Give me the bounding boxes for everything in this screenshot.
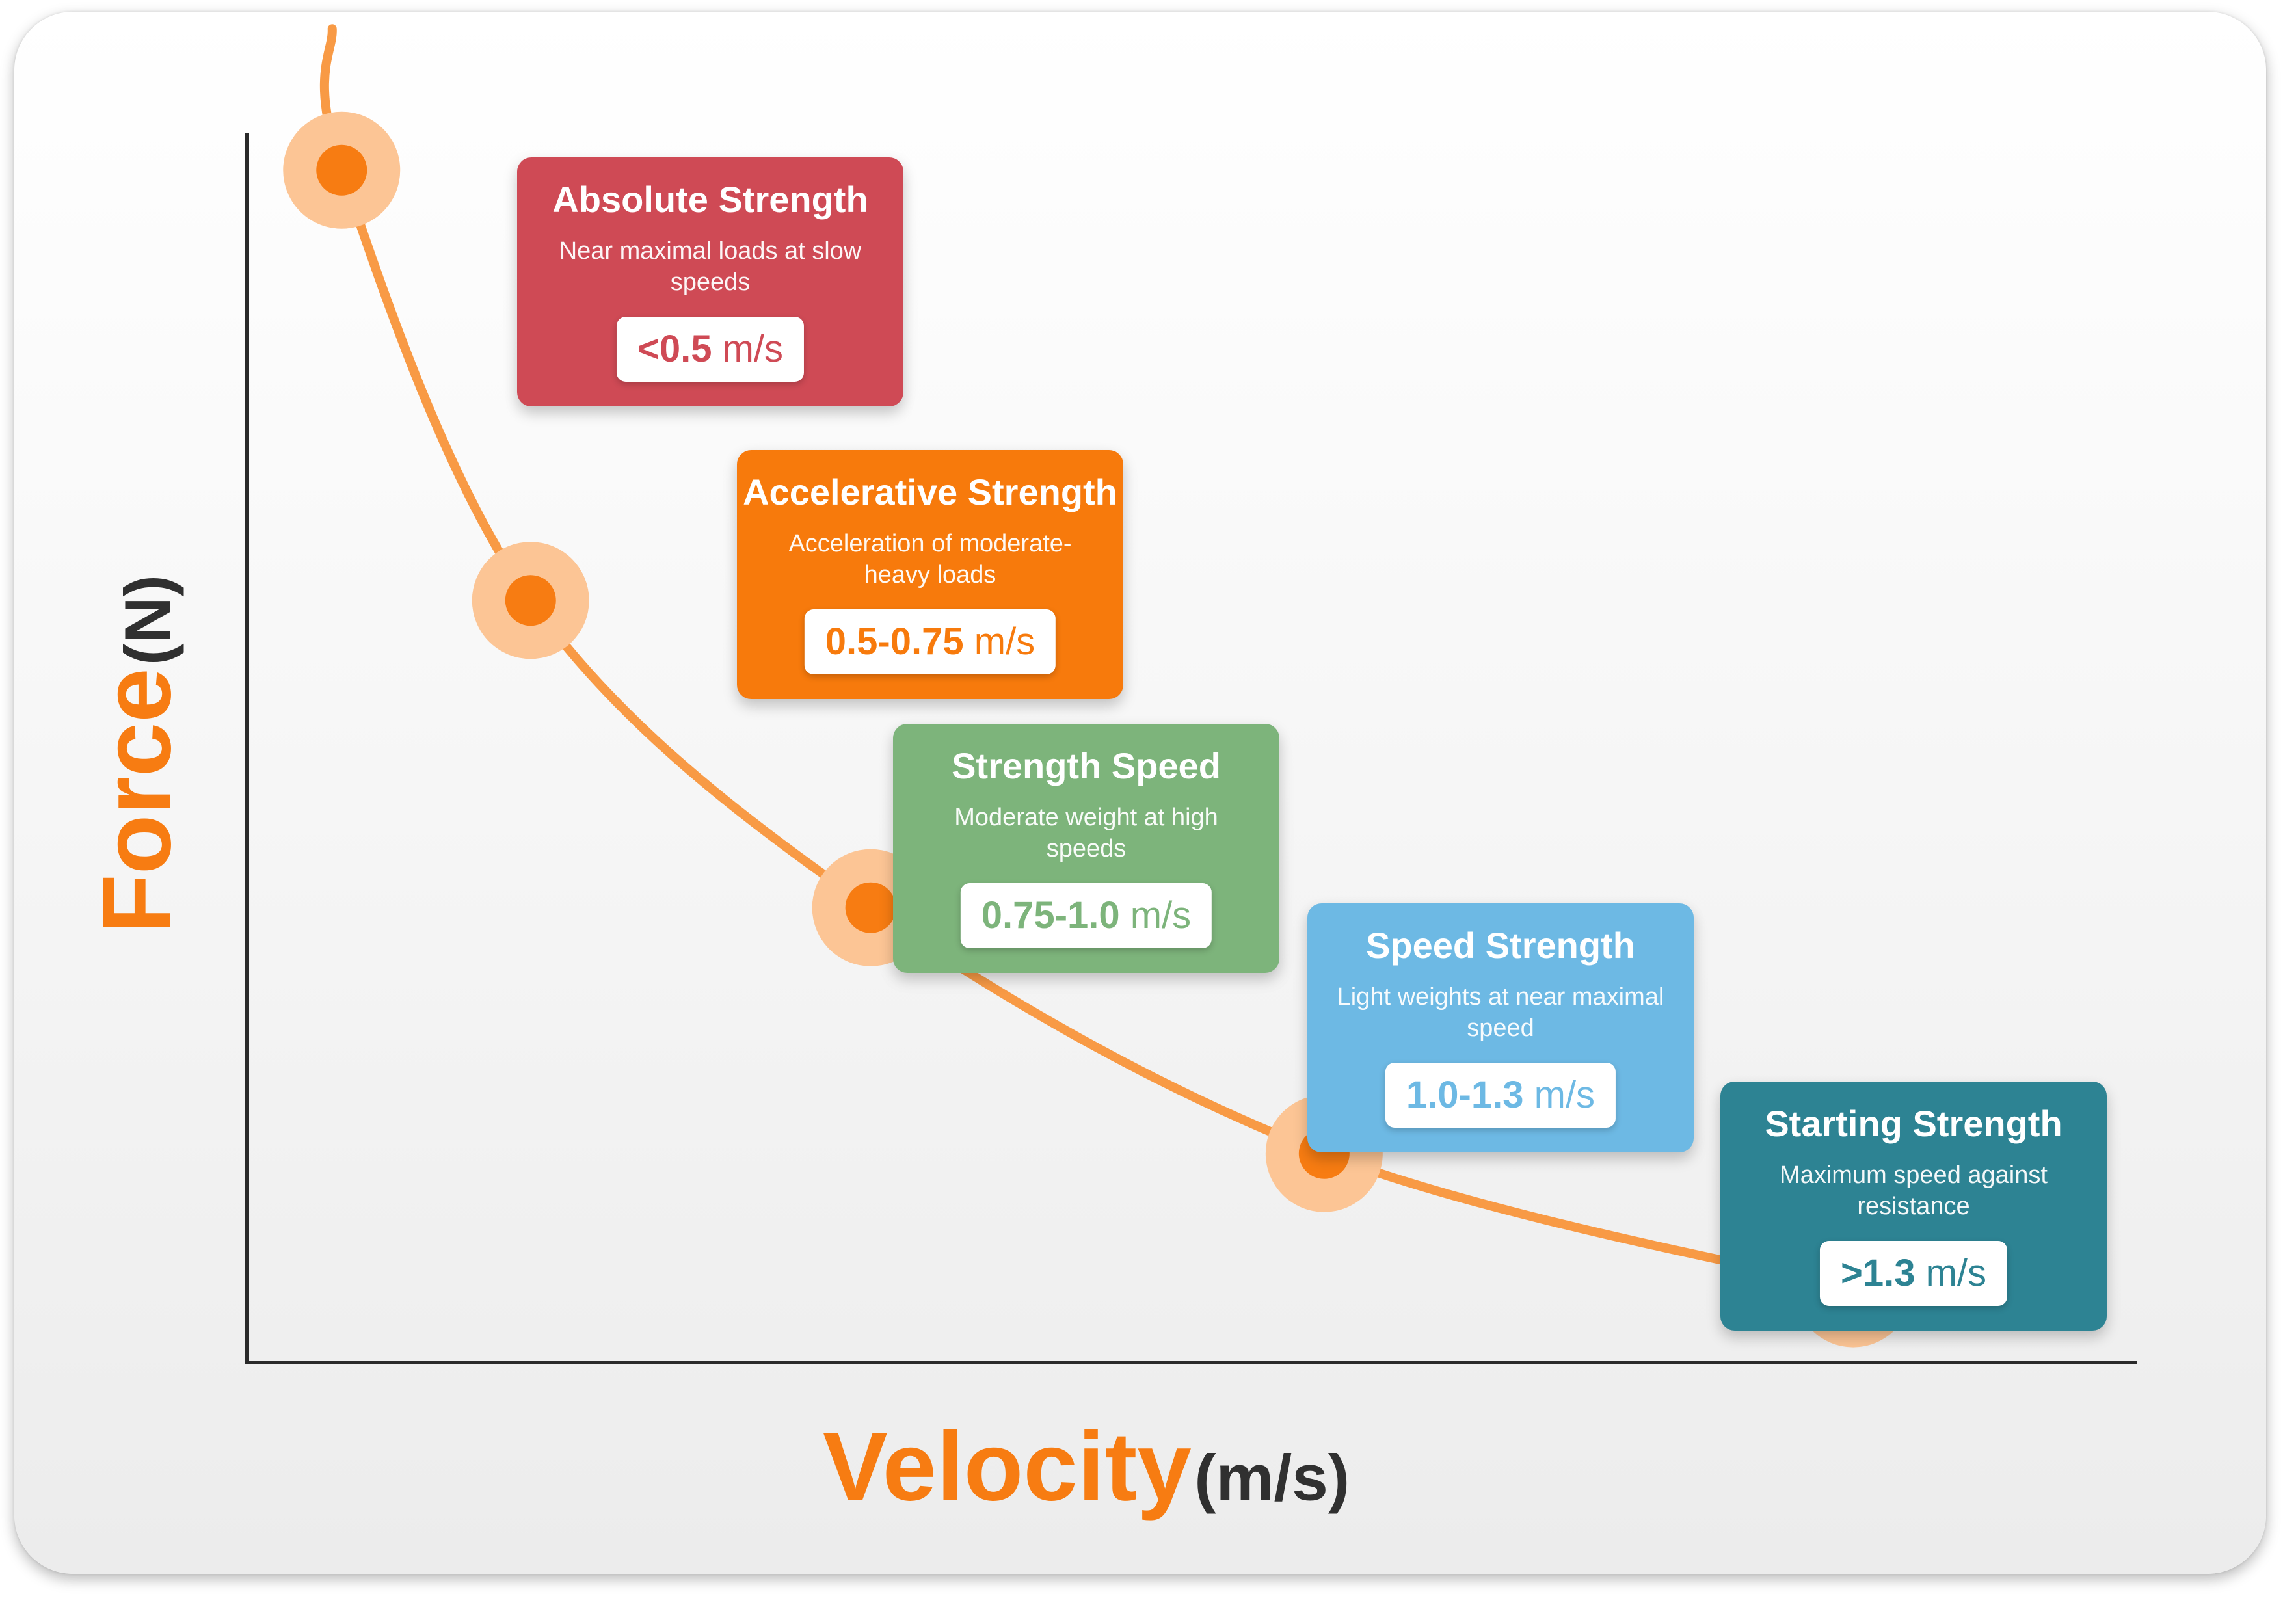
data-point-marker (472, 542, 589, 659)
zone-range-unit: m/s (722, 328, 784, 370)
zone-range-unit: m/s (974, 620, 1035, 663)
zone-title: Strength Speed (952, 745, 1221, 786)
zone-range-value: 0.5-0.75 (825, 620, 964, 663)
zone-card-absolute-strength: Absolute Strength Near maximal loads at … (517, 157, 903, 406)
zone-description: Maximum speed against resistance (1780, 1162, 2048, 1220)
zone-title: Accelerative Strength (743, 471, 1117, 512)
zone-velocity-range: 0.5-0.75 m/s (804, 609, 1056, 674)
zone-card-accelerative-strength: Accelerative Strength Acceleration of mo… (737, 450, 1123, 699)
zone-velocity-range: 1.0-1.3 m/s (1385, 1063, 1616, 1128)
zone-range-unit: m/s (1130, 894, 1192, 936)
zone-description: Moderate weight at high speeds (954, 804, 1218, 862)
zone-card-strength-speed: Strength Speed Moderate weight at high s… (893, 724, 1279, 973)
zone-range-value: 0.75-1.0 (981, 894, 1120, 936)
x-axis-label: Velocity (m/s) (823, 1411, 1350, 1523)
axes (245, 133, 2137, 1364)
zone-title: Speed Strength (1366, 925, 1635, 966)
x-axis-title: Velocity (822, 1411, 1192, 1521)
zone-description: Acceleration of moderate-heavy loads (788, 530, 1072, 589)
data-point-marker (283, 111, 401, 229)
x-axis-unit: (m/s) (1194, 1441, 1350, 1515)
marker-dot (316, 144, 367, 196)
marker-dot (845, 882, 896, 933)
zone-velocity-range: 0.75-1.0 m/s (960, 883, 1212, 948)
zone-range-unit: m/s (1925, 1252, 1987, 1294)
zone-card-speed-strength: Speed Strength Light weights at near max… (1307, 903, 1694, 1152)
y-axis-unit: (N) (111, 575, 185, 665)
zone-title: Absolute Strength (552, 179, 868, 220)
zone-description: Near maximal loads at slow speeds (559, 237, 862, 296)
zone-range-value: <0.5 (637, 328, 712, 370)
marker-dot (505, 575, 556, 626)
zone-description: Light weights at near maximal speed (1337, 983, 1664, 1042)
zone-velocity-range: >1.3 m/s (1819, 1241, 2008, 1306)
zone-card-starting-strength: Starting Strength Maximum speed against … (1720, 1082, 2107, 1331)
zone-range-value: >1.3 (1840, 1252, 1916, 1294)
zone-range-unit: m/s (1534, 1074, 1595, 1116)
zone-title: Starting Strength (1765, 1103, 2062, 1144)
zone-range-value: 1.0-1.3 (1406, 1074, 1524, 1116)
y-axis-title: Force (81, 668, 191, 934)
zone-velocity-range: <0.5 m/s (616, 317, 805, 382)
